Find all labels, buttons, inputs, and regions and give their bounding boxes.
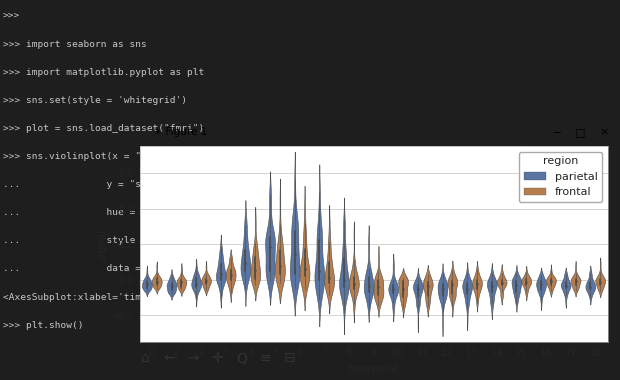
Point (497, 280, 507, 287)
Point (290, 251, 299, 257)
Point (216, 271, 226, 277)
Point (299, 266, 309, 272)
Point (398, 286, 408, 292)
Text: ⌂: ⌂ (141, 351, 149, 365)
Point (275, 263, 285, 269)
Text: ≡: ≡ (260, 351, 272, 365)
Y-axis label: signal: signal (97, 229, 107, 260)
Text: →: → (187, 351, 199, 365)
Point (177, 279, 187, 285)
Text: ×: × (600, 127, 609, 137)
Point (560, 283, 570, 289)
Point (349, 280, 359, 287)
Point (364, 282, 374, 288)
Point (241, 260, 250, 266)
Point (521, 279, 531, 285)
Point (167, 283, 177, 289)
Text: ...               style = "event",: ... style = "event", (3, 236, 198, 245)
Text: >>> plt.show(): >>> plt.show() (3, 321, 84, 330)
Text: >>>: >>> (3, 11, 20, 21)
Text: Q: Q (236, 351, 247, 365)
Text: <AxesSubplot:xlabel='timepoint', ylabel='signal'>: <AxesSubplot:xlabel='timepoint', ylabel=… (3, 293, 285, 302)
Point (191, 281, 201, 287)
Text: >>> sns.set(style = 'whitegrid'): >>> sns.set(style = 'whitegrid') (3, 96, 187, 105)
Point (152, 279, 162, 285)
Point (512, 282, 521, 288)
Text: ←: ← (164, 351, 175, 365)
Point (585, 284, 595, 290)
Text: ✛: ✛ (211, 351, 223, 365)
Text: ...               data = plot): ... data = plot) (3, 264, 175, 274)
Text: ⊟: ⊟ (284, 351, 295, 365)
Text: >>> sns.violinplot(x = "timepoint",: >>> sns.violinplot(x = "timepoint", (3, 152, 205, 161)
Text: ...               y = "signal",: ... y = "signal", (3, 180, 181, 189)
Text: ☀ Figure 1: ☀ Figure 1 (153, 127, 207, 137)
Point (265, 244, 275, 250)
Point (423, 283, 433, 290)
Point (314, 268, 324, 274)
Point (536, 281, 546, 287)
Point (546, 278, 556, 284)
Point (413, 286, 423, 292)
Text: ...               hue = "region",: ... hue = "region", (3, 208, 193, 217)
Text: □: □ (575, 127, 585, 137)
Text: >>> import matplotlib.pyplot as plt: >>> import matplotlib.pyplot as plt (3, 68, 205, 77)
Point (448, 281, 458, 287)
Point (487, 283, 497, 289)
Point (339, 277, 349, 283)
Point (595, 279, 605, 285)
Point (388, 286, 398, 292)
Point (226, 272, 236, 278)
Text: >>> import seaborn as sns: >>> import seaborn as sns (3, 40, 147, 49)
Point (462, 286, 472, 292)
Point (373, 284, 383, 290)
X-axis label: timepoint: timepoint (348, 364, 399, 374)
Text: ─: ─ (553, 127, 559, 137)
Point (142, 281, 152, 287)
Text: >>> plot = sns.load_dataset("fmri"): >>> plot = sns.load_dataset("fmri") (3, 124, 205, 133)
Point (438, 286, 448, 292)
Point (472, 280, 482, 287)
Legend: parietal, frontal: parietal, frontal (519, 152, 602, 202)
Point (250, 267, 260, 273)
Point (324, 275, 334, 281)
Point (570, 278, 580, 284)
Point (201, 278, 211, 284)
